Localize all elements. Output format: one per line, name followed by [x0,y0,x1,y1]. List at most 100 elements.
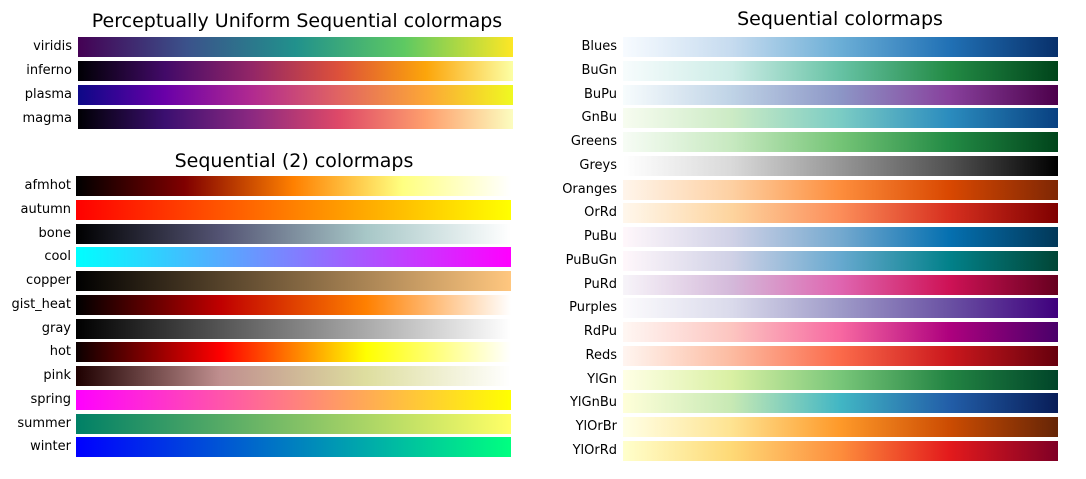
colormap-row: spring [0,389,511,410]
colormap-label: GnBu [581,110,617,126]
colormap-row: PuBuGn [0,250,1058,271]
colormap-label: pink [43,368,71,383]
colormap-row: PuBu [0,227,1058,247]
colormap-bar [623,345,1058,366]
colormap-label: hot [49,344,71,360]
colormap-bar [623,417,1058,437]
colormap-row: BuGn [0,60,1058,81]
colormap-row: OrRd [0,203,1058,224]
colormap-bar [78,61,513,81]
colormap-bar [76,247,511,268]
colormap-bar [623,179,1058,200]
colormap-label: Greys [579,157,617,173]
colormap-row: pink [0,366,511,386]
colormap-panel-sequential-2: Sequential (2) colormaps afmhot autumn bon… [0,150,520,460]
colormap-panel-perceptual: Perceptually Uniform Sequential colormap… [0,10,520,135]
colormap-row: BuPu [0,84,1058,105]
colormap-bar [76,271,511,291]
colormap-row: magma [0,109,513,129]
colormap-bar [623,369,1058,390]
colormap-row: Greys [0,155,1058,176]
colormap-bar [76,294,511,315]
colormap-label: Greens [570,134,617,149]
colormap-bar [623,203,1058,224]
colormap-label: bone [38,225,71,241]
colormap-row: GnBu [0,108,1058,129]
colormap-row: hot [0,342,511,363]
colormap-label: spring [30,391,71,407]
colormap-row: Oranges [0,179,1058,200]
colormap-row: gray [0,318,511,339]
colormap-bar [78,37,513,57]
colormap-bar [623,440,1058,461]
colormap-label: BuGn [581,62,617,78]
colormap-label: plasma [24,87,72,102]
colormap-label: RdPu [583,324,617,339]
colormap-label: viridis [33,39,72,54]
colormap-bar [76,318,511,339]
panel-title: Sequential colormaps [737,8,943,30]
colormap-bar [623,37,1058,57]
colormap-row: Blues [0,37,1058,57]
colormap-row: viridis [0,37,513,57]
colormap-bar [623,298,1058,319]
colormap-row: Reds [0,345,1058,366]
colormap-row: winter [0,437,511,458]
colormap-bar [76,366,511,386]
colormap-panel-sequential: Sequential colormaps Blues BuGn BuPu GnBu Gr… [0,8,1086,468]
colormap-row: Purples [0,298,1058,319]
colormap-bar [76,389,511,410]
colormap-bar [623,60,1058,81]
colormap-row: PuRd [0,274,1058,295]
colormap-label: cool [44,249,71,265]
colormap-row: afmhot [0,176,511,196]
colormap-row: YlOrBr [0,417,1058,437]
colormap-bar [78,109,513,129]
colormap-bar [623,84,1058,105]
colormap-row: copper [0,271,511,291]
colormap-row: autumn [0,199,511,220]
colormap-bar [623,322,1058,342]
colormap-label: YlOrBr [575,419,617,434]
panel-title: Perceptually Uniform Sequential colormap… [91,10,503,32]
colormap-label: Reds [585,347,617,363]
colormap-bar [623,250,1058,271]
colormap-label: winter [30,439,71,455]
colormap-bar [78,85,513,105]
colormap-row: inferno [0,61,513,81]
colormap-label: YlGnBu [569,395,617,411]
colormap-bar [76,437,511,458]
colormap-row: YlGn [0,369,1058,390]
colormap-label: Oranges [562,181,617,197]
colormap-row: cool [0,247,511,268]
colormap-label: PuBu [583,229,617,244]
colormap-label: Blues [581,39,617,54]
colormap-bar [623,393,1058,414]
colormap-bar [76,176,511,196]
colormap-label: PuBuGn [565,252,617,268]
colormap-label: YlOrRd [572,442,617,458]
colormap-label: OrRd [584,205,617,221]
colormap-bar [76,413,511,434]
colormap-row: plasma [0,85,513,105]
colormap-row: summer [0,413,511,434]
colormap-bar [623,227,1058,247]
colormap-row: Greens [0,132,1058,152]
colormap-bar [623,108,1058,129]
colormap-label: copper [26,273,71,288]
panel-title: Sequential (2) colormaps [174,150,414,172]
colormap-bar [76,223,511,244]
colormap-label: gray [41,320,71,336]
colormap-row: YlOrRd [0,440,1058,461]
colormap-row: RdPu [0,322,1058,342]
colormap-row: gist_heat [0,294,511,315]
colormap-bar [623,155,1058,176]
colormap-bar [623,274,1058,295]
colormap-label: gist_heat [11,296,71,312]
colormap-label: BuPu [583,86,617,102]
colormap-label: afmhot [24,178,72,193]
colormap-label: autumn [20,201,71,217]
colormap-label: PuRd [583,276,617,292]
colormap-row: bone [0,223,511,244]
colormap-label: summer [17,415,71,431]
